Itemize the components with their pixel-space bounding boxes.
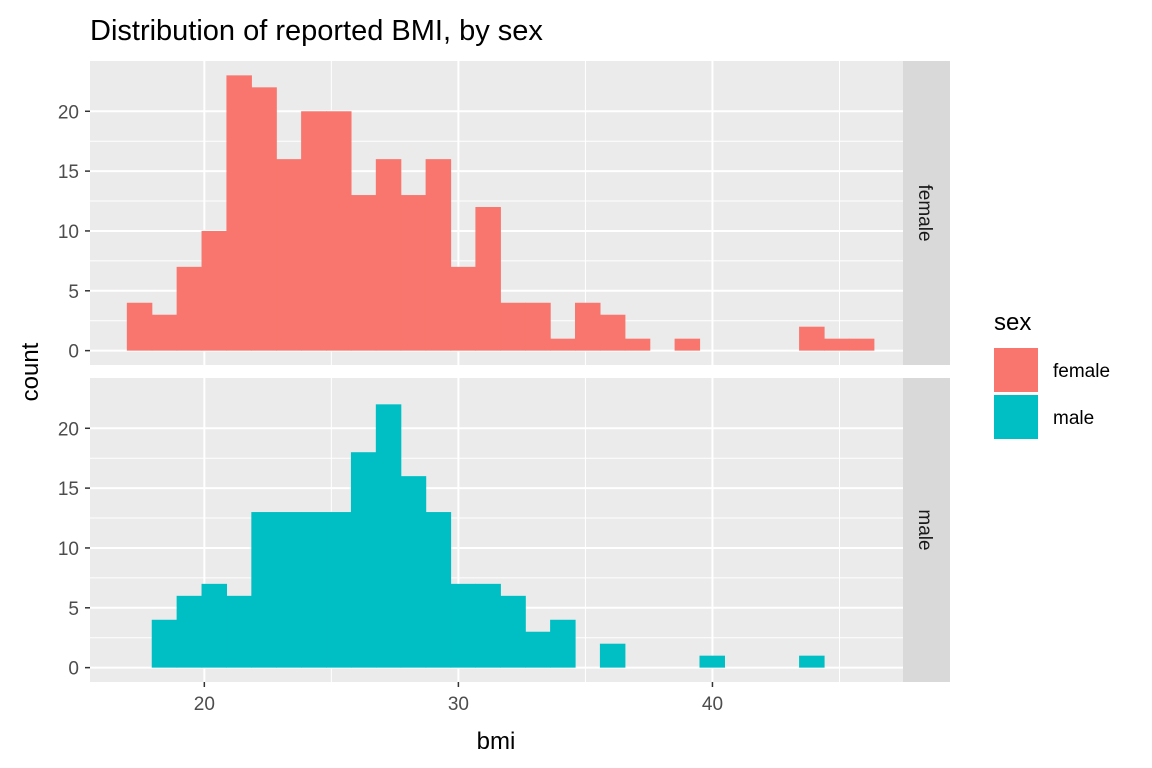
y-tick-label: 15 xyxy=(58,162,79,183)
histogram-bar-female xyxy=(350,195,377,351)
y-axis-title: count xyxy=(17,342,44,401)
histogram-bar-female xyxy=(799,326,825,351)
histogram-bar-male xyxy=(799,655,825,668)
histogram-bar-male xyxy=(400,476,427,668)
histogram-bar-female xyxy=(500,302,526,351)
y-tick-label: 20 xyxy=(58,102,79,123)
histogram-bar-male xyxy=(276,512,302,668)
histogram-bar-male xyxy=(201,583,228,668)
histogram-bar-female xyxy=(525,302,551,351)
histogram-bar-female xyxy=(276,159,302,351)
facet-panel-female: female 0 5 10 15 20 xyxy=(58,61,950,365)
histogram-bar-female xyxy=(400,195,427,351)
y-tick-label: 10 xyxy=(58,222,79,243)
histogram-bar-female xyxy=(375,159,402,351)
histogram-bar-male xyxy=(350,452,377,668)
x-axis-title: bmi xyxy=(477,728,516,755)
y-tick-label: 10 xyxy=(58,539,79,560)
strip-label-male: male xyxy=(914,509,935,550)
histogram-bar-male xyxy=(301,512,327,668)
legend-label-female: female xyxy=(1053,361,1110,382)
histogram-bar-female xyxy=(425,159,452,351)
histogram-bar-female xyxy=(550,338,576,351)
histogram-bar-male xyxy=(375,404,402,668)
x-tick-label: 30 xyxy=(448,694,469,715)
strip-background-male xyxy=(903,378,950,682)
histogram-bar-male xyxy=(251,512,277,668)
y-tick-label: 5 xyxy=(68,282,79,303)
histogram-bar-female xyxy=(575,302,601,351)
legend-label-male: male xyxy=(1053,408,1094,429)
strip-background-female xyxy=(903,61,950,365)
y-tick-label: 0 xyxy=(68,659,79,680)
histogram-bar-female xyxy=(674,338,701,351)
histogram-bar-female xyxy=(126,302,153,351)
histogram-bar-male xyxy=(475,583,501,668)
y-tick-label: 0 xyxy=(68,342,79,363)
strip-label-female: female xyxy=(914,184,935,241)
x-tick-label: 20 xyxy=(194,694,215,715)
histogram-bar-male xyxy=(326,512,352,668)
y-tick-label: 5 xyxy=(68,599,79,620)
y-tick-label: 20 xyxy=(58,419,79,440)
histogram-bar-female xyxy=(450,266,477,351)
histogram-bar-female xyxy=(326,111,352,351)
histogram-bar-male xyxy=(550,619,576,668)
histogram-bar-male xyxy=(450,583,477,668)
histogram-bar-female xyxy=(599,314,626,351)
histogram-bar-female xyxy=(201,230,228,351)
legend-title: sex xyxy=(994,309,1031,336)
histogram-bar-male xyxy=(151,619,178,668)
histogram-bar-male xyxy=(699,655,725,668)
histogram-bar-female xyxy=(301,111,327,351)
histogram-bar-female xyxy=(823,338,850,351)
legend-key-male xyxy=(994,395,1038,439)
histogram-bar-female xyxy=(624,338,651,351)
y-tick-label: 15 xyxy=(58,479,79,500)
facet-panel-male: male 0 5 10 15 20 xyxy=(58,378,950,682)
histogram-bar-male xyxy=(425,512,452,668)
x-tick-label: 40 xyxy=(702,694,723,715)
histogram-bar-female xyxy=(475,207,501,351)
histogram-bar-male xyxy=(500,595,526,668)
legend: sex female male xyxy=(994,309,1110,439)
histogram-bar-female xyxy=(151,314,178,351)
histogram-bar-female xyxy=(251,87,277,351)
histogram-bar-male xyxy=(226,595,252,668)
legend-key-female xyxy=(994,348,1038,392)
x-axis: 20 30 40 xyxy=(194,682,723,715)
histogram-bar-male xyxy=(525,631,551,668)
histogram-bar-female xyxy=(176,266,203,351)
histogram-bar-female xyxy=(848,338,875,351)
histogram-bar-male xyxy=(176,595,203,668)
histogram-bar-female xyxy=(226,75,252,351)
chart-title: Distribution of reported BMI, by sex xyxy=(90,15,543,47)
histogram-bar-male xyxy=(599,643,626,668)
